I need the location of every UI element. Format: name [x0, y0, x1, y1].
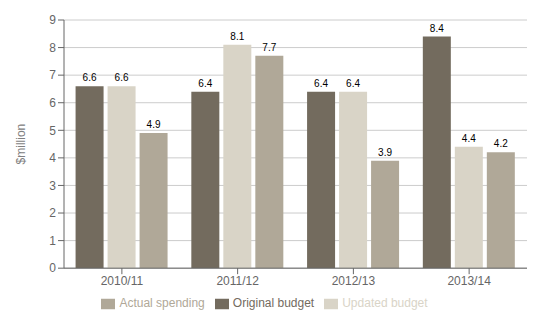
svg-text:7.7: 7.7 — [262, 42, 276, 53]
html-text:Updated budget: Updated budget — [342, 296, 428, 311]
svg-text:1: 1 — [49, 234, 56, 248]
html-text:Original budget: Original budget — [232, 296, 315, 311]
svg-text:6.4: 6.4 — [346, 78, 360, 89]
svg-text:7: 7 — [49, 68, 56, 82]
svg-text:$million: $million — [14, 124, 28, 165]
svg-text:2: 2 — [49, 206, 56, 220]
svg-text:2012/13: 2012/13 — [332, 274, 376, 288]
svg-text:4.2: 4.2 — [494, 138, 508, 149]
svg-text:2011/12: 2011/12 — [216, 274, 259, 288]
svg-text:6.6: 6.6 — [115, 72, 129, 83]
svg-text:4: 4 — [49, 151, 56, 165]
svg-text:3.9: 3.9 — [378, 147, 392, 158]
svg-text:8: 8 — [49, 41, 56, 55]
svg-text:5: 5 — [49, 124, 56, 138]
svg-text:2013/14: 2013/14 — [447, 274, 491, 288]
svg-text:9: 9 — [49, 13, 56, 27]
svg-text:6: 6 — [49, 96, 56, 110]
svg-text:8.1: 8.1 — [230, 31, 244, 42]
svg-text:3: 3 — [49, 179, 56, 193]
svg-text:4.9: 4.9 — [147, 119, 161, 130]
svg-text:4.4: 4.4 — [462, 133, 476, 144]
svg-text:6.6: 6.6 — [83, 72, 97, 83]
svg-text:2010/11: 2010/11 — [101, 274, 144, 288]
svg-text:6.4: 6.4 — [198, 78, 212, 89]
svg-text:8.4: 8.4 — [430, 23, 444, 34]
svg-text:6.4: 6.4 — [314, 78, 328, 89]
svg-text:0: 0 — [49, 261, 56, 275]
html-text:Actual spending: Actual spending — [119, 296, 205, 311]
